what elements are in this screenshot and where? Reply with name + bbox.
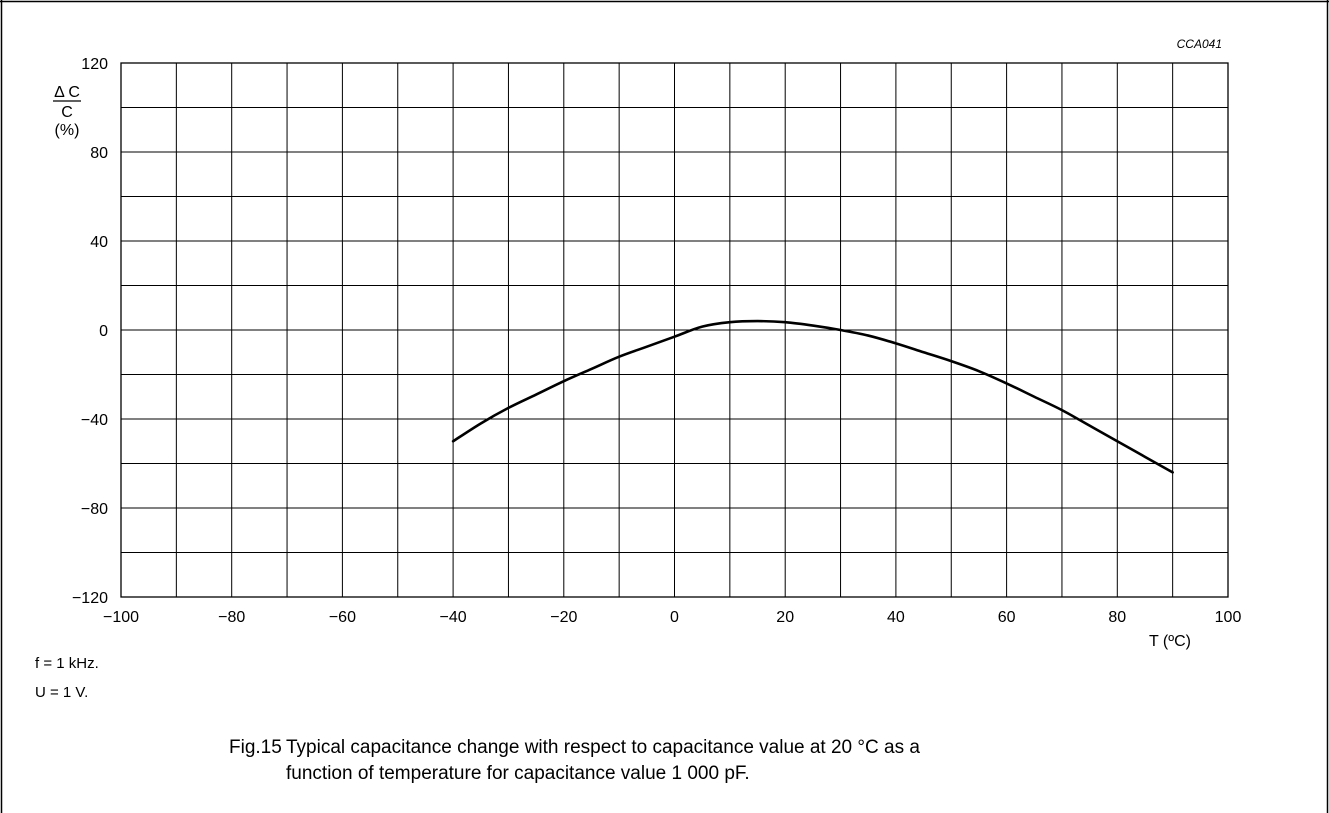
y-tick-label: −40 [81, 412, 108, 429]
y-axis-label-denominator: C [61, 104, 73, 121]
note-frequency: f = 1 kHz. [35, 655, 99, 672]
x-tick-label: −40 [440, 609, 467, 626]
x-tick-label: 60 [998, 609, 1016, 626]
y-tick-label: 80 [90, 145, 108, 162]
x-tick-label: 0 [670, 609, 679, 626]
chart-grid [120, 62, 1229, 598]
chart-series [451, 319, 1174, 474]
y-tick-label: 0 [99, 323, 108, 340]
y-axis-label-numerator: Δ C [54, 84, 80, 101]
x-tick-label: 20 [776, 609, 794, 626]
note-voltage: U = 1 V. [35, 684, 89, 701]
y-axis-label-unit: (%) [55, 122, 80, 139]
y-tick-label: −120 [72, 590, 108, 607]
x-axis-label: T (ºC) [1149, 633, 1191, 650]
chart-tick-labels: −100 −80 −60 −40 −20 0 20 40 60 80 100 120 80 40 0 −40 −… [72, 56, 1241, 626]
y-tick-label: 40 [90, 234, 108, 251]
y-tick-label: −80 [81, 501, 108, 518]
caption-line-1: Typical capacitance change with respect … [286, 737, 920, 758]
x-tick-label: −80 [218, 609, 245, 626]
figure-code: CCA041 [1177, 37, 1222, 51]
plot-border [120, 62, 1229, 598]
caption-number: Fig.15 [229, 737, 282, 758]
x-tick-label: −100 [103, 609, 139, 626]
x-tick-label: 80 [1108, 609, 1126, 626]
series-line [451, 319, 1174, 474]
x-tick-label: −60 [329, 609, 356, 626]
x-tick-label: 100 [1215, 609, 1242, 626]
caption-line-2: function of temperature for capacitance … [286, 763, 750, 784]
x-tick-label: 40 [887, 609, 905, 626]
y-tick-label: 120 [81, 56, 108, 73]
x-tick-label: −20 [550, 609, 577, 626]
